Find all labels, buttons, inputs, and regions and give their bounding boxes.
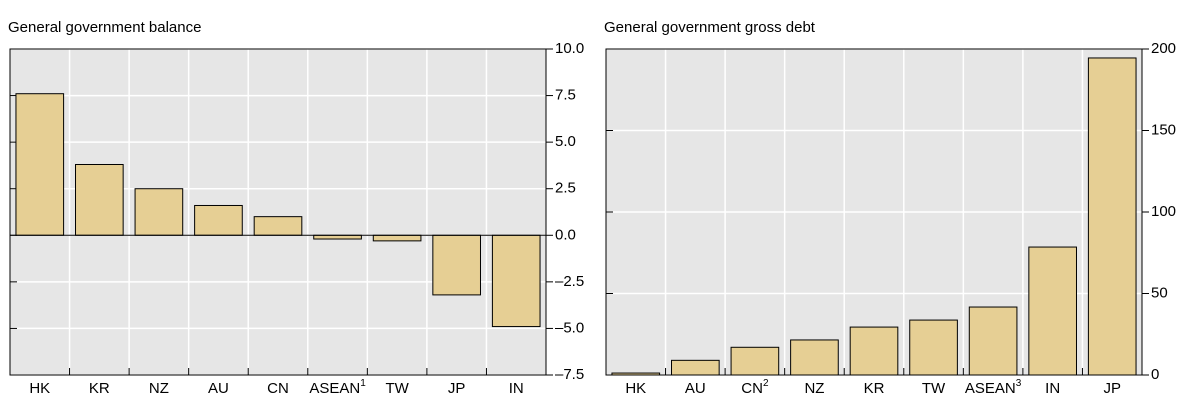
bar <box>968 306 1018 376</box>
plot-frame <box>9 48 547 376</box>
y-tick-label: 50 <box>1151 284 1168 301</box>
bar <box>75 163 124 236</box>
bar <box>491 234 541 328</box>
y-tick-label: 5.0 <box>555 133 576 150</box>
y-tick-label: –7.5 <box>555 366 584 383</box>
x-tick-label: CN2 <box>741 378 769 397</box>
x-tick-label: ASEAN3 <box>965 378 1022 397</box>
x-tick-label: JP <box>1103 380 1121 397</box>
chart-title: General government balance <box>8 19 201 36</box>
bar <box>909 319 958 376</box>
y-tick-label: –2.5 <box>555 273 584 290</box>
y-tick-label: 0 <box>1151 366 1159 383</box>
bar <box>194 204 243 236</box>
x-tick-label: HK <box>29 380 50 397</box>
bar <box>432 234 481 296</box>
bar <box>1087 57 1137 376</box>
y-tick-label: 10.0 <box>555 40 584 57</box>
x-tick-label: ASEAN1 <box>309 378 366 397</box>
bar <box>253 216 303 236</box>
category-name: ASEAN <box>309 380 360 397</box>
x-tick-label: AU <box>208 380 229 397</box>
bar <box>134 188 184 236</box>
y-tick-label: 150 <box>1151 121 1176 138</box>
x-tick-label: NZ <box>804 380 824 397</box>
footnote-marker: 2 <box>763 378 769 389</box>
bar <box>1028 246 1077 376</box>
bar <box>790 339 839 376</box>
bar <box>372 234 422 242</box>
bar <box>313 234 362 240</box>
y-tick-label: 0.0 <box>555 226 576 243</box>
x-tick-label: NZ <box>149 380 169 397</box>
x-tick-label: TW <box>922 380 946 397</box>
bar <box>15 93 65 236</box>
bar <box>730 346 780 376</box>
bar <box>671 359 720 376</box>
y-tick-label: 2.5 <box>555 180 576 197</box>
x-tick-label: IN <box>509 380 524 397</box>
x-tick-label: AU <box>685 380 706 397</box>
y-tick-label: 100 <box>1151 203 1176 220</box>
y-tick-label: 200 <box>1151 40 1176 57</box>
footnote-marker: 3 <box>1016 378 1022 389</box>
chart-title: General government gross debt <box>604 19 816 36</box>
category-name: ASEAN <box>965 380 1016 397</box>
x-tick-label: JP <box>448 380 466 397</box>
x-tick-label: HK <box>625 380 646 397</box>
category-name: CN <box>741 380 763 397</box>
bar <box>849 326 899 376</box>
x-tick-label: KR <box>864 380 885 397</box>
y-tick-label: –5.0 <box>555 319 584 336</box>
x-tick-label: KR <box>89 380 110 397</box>
x-tick-label: CN <box>267 380 289 397</box>
plot-frame <box>605 48 1143 376</box>
x-tick-label: IN <box>1045 380 1060 397</box>
footnote-marker: 1 <box>360 378 366 389</box>
x-tick-label: TW <box>385 380 409 397</box>
y-tick-label: 7.5 <box>555 87 576 104</box>
